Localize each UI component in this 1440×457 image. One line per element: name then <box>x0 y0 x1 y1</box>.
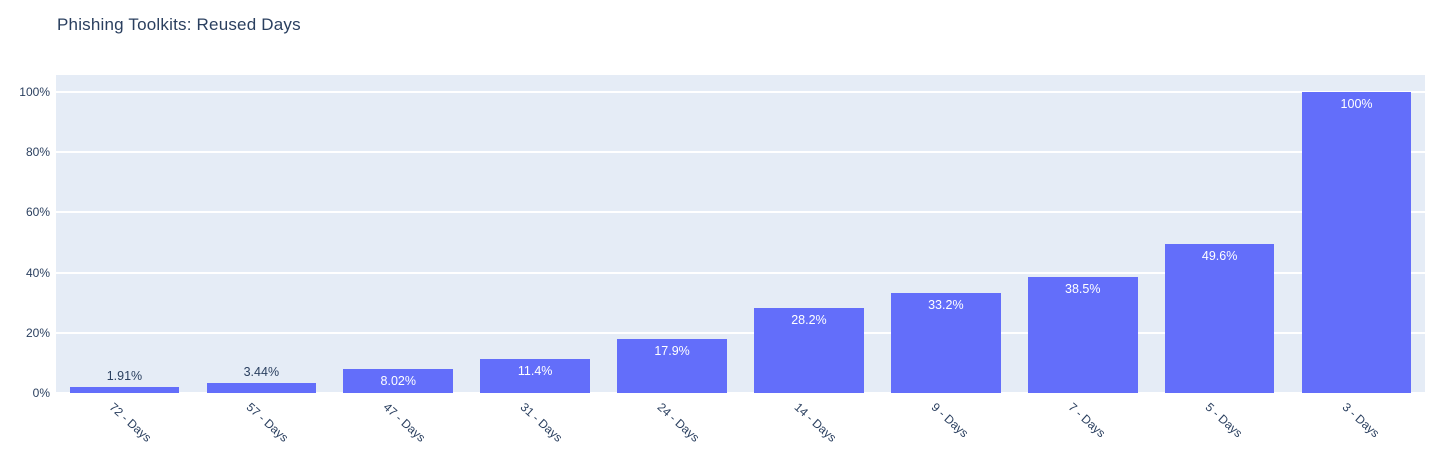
bar[interactable]: 17.9% <box>617 339 727 393</box>
bar[interactable]: 33.2% <box>891 293 1001 393</box>
bar-value-label: 3.44% <box>243 364 280 379</box>
x-tick-label: 24 - Days <box>654 400 703 445</box>
bar[interactable]: 8.02% <box>343 368 453 393</box>
bar[interactable]: 49.6% <box>1164 243 1275 393</box>
plot-area: 0% 20% 40% 60% 80% 100% 1.91% 72 - Days 3.44% 57 … <box>19 75 1425 445</box>
x-tick-label: 47 - Days <box>380 400 429 445</box>
x-tick-label: 14 - Days <box>791 400 840 445</box>
x-tick-label: 72 - Days <box>107 400 155 445</box>
x-tick-label: 9 - Days <box>928 400 972 441</box>
y-tick-label: 40% <box>25 265 50 280</box>
y-tick-label: 0% <box>32 386 50 400</box>
bar[interactable]: 28.2% <box>754 308 864 393</box>
bar-value-label: 1.91% <box>106 369 143 384</box>
bar-value-label: 33.2% <box>928 298 964 313</box>
bar[interactable]: 11.4% <box>480 358 590 393</box>
x-tick-label: 3 - Days <box>1339 400 1382 441</box>
bar-value-label: 17.9% <box>654 344 690 359</box>
gridline <box>56 392 1425 394</box>
y-tick-label: 20% <box>25 325 50 340</box>
gridline <box>56 211 1425 214</box>
y-tick-label: 60% <box>25 205 50 220</box>
gridline <box>56 151 1425 154</box>
gridline <box>56 271 1425 274</box>
gridline <box>56 331 1425 334</box>
bar-value-label: 100% <box>1340 97 1373 111</box>
bar-value-label: 11.4% <box>517 363 553 378</box>
chart-title: Phishing Toolkits: Reused Days <box>57 15 301 34</box>
x-tick-label: 57 - Days <box>243 400 292 445</box>
bar-value-label: 28.2% <box>791 313 827 328</box>
bar[interactable]: 100% <box>1301 92 1412 393</box>
y-tick-label: 100% <box>19 85 50 99</box>
bar[interactable]: 38.5% <box>1027 277 1138 393</box>
y-tick-label: 80% <box>25 145 50 160</box>
bar[interactable]: 3.44% <box>206 365 317 393</box>
bar[interactable]: 1.91% <box>69 369 180 393</box>
bar-value-label: 49.6% <box>1201 248 1238 263</box>
x-tick-label: 31 - Days <box>517 400 566 445</box>
gridline <box>56 91 1425 93</box>
x-tick-label: 7 - Days <box>1065 400 1108 441</box>
bar-value-label: 38.5% <box>1065 282 1101 297</box>
bar-value-label: 8.02% <box>380 373 416 388</box>
x-tick-label: 5 - Days <box>1202 400 1245 441</box>
